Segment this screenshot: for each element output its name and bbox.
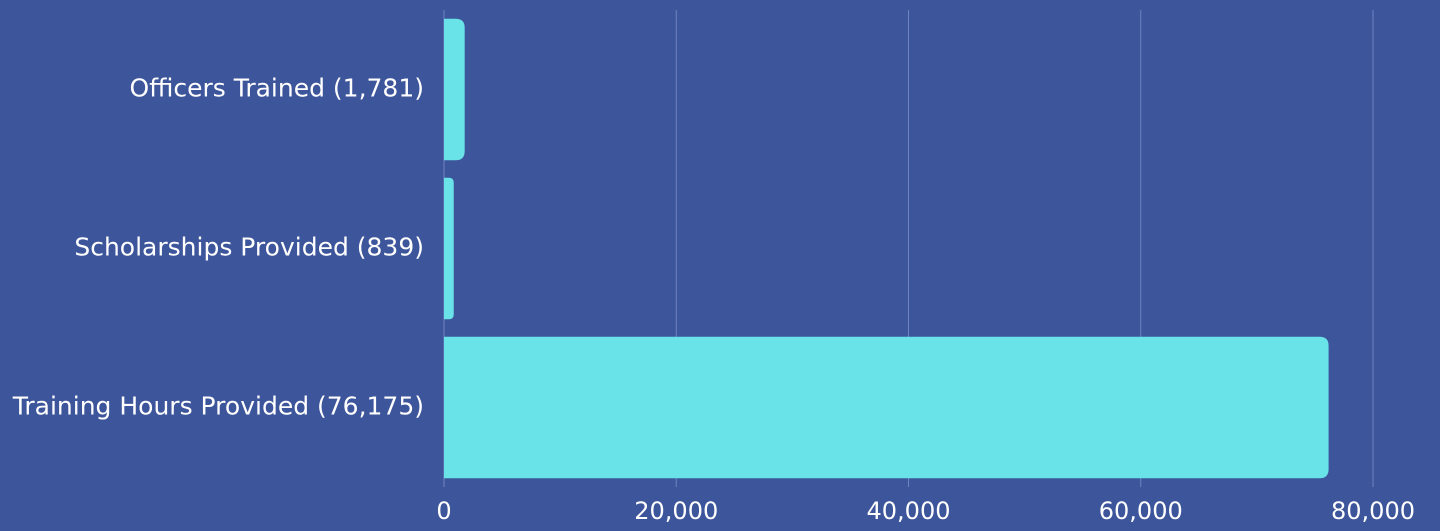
x-tick-label: 40,000 bbox=[867, 497, 951, 525]
x-axis-tick-labels: 0 20,000 40,000 60,000 80,000 bbox=[436, 497, 1415, 525]
bar bbox=[444, 18, 465, 161]
x-tick-label: 80,000 bbox=[1331, 497, 1415, 525]
category-label: Scholarships Provided (839) bbox=[74, 233, 424, 262]
x-tick-label: 60,000 bbox=[1099, 497, 1183, 525]
bar bbox=[444, 336, 1329, 479]
category-label: Training Hours Provided (76,175) bbox=[12, 392, 424, 421]
bar bbox=[444, 177, 454, 320]
bars bbox=[444, 18, 1329, 479]
category-labels: Officers Trained (1,781) Scholarships Pro… bbox=[12, 74, 424, 421]
x-tick-label: 0 bbox=[436, 497, 451, 525]
x-tick-label: 20,000 bbox=[634, 497, 718, 525]
category-label: Officers Trained (1,781) bbox=[130, 74, 424, 103]
